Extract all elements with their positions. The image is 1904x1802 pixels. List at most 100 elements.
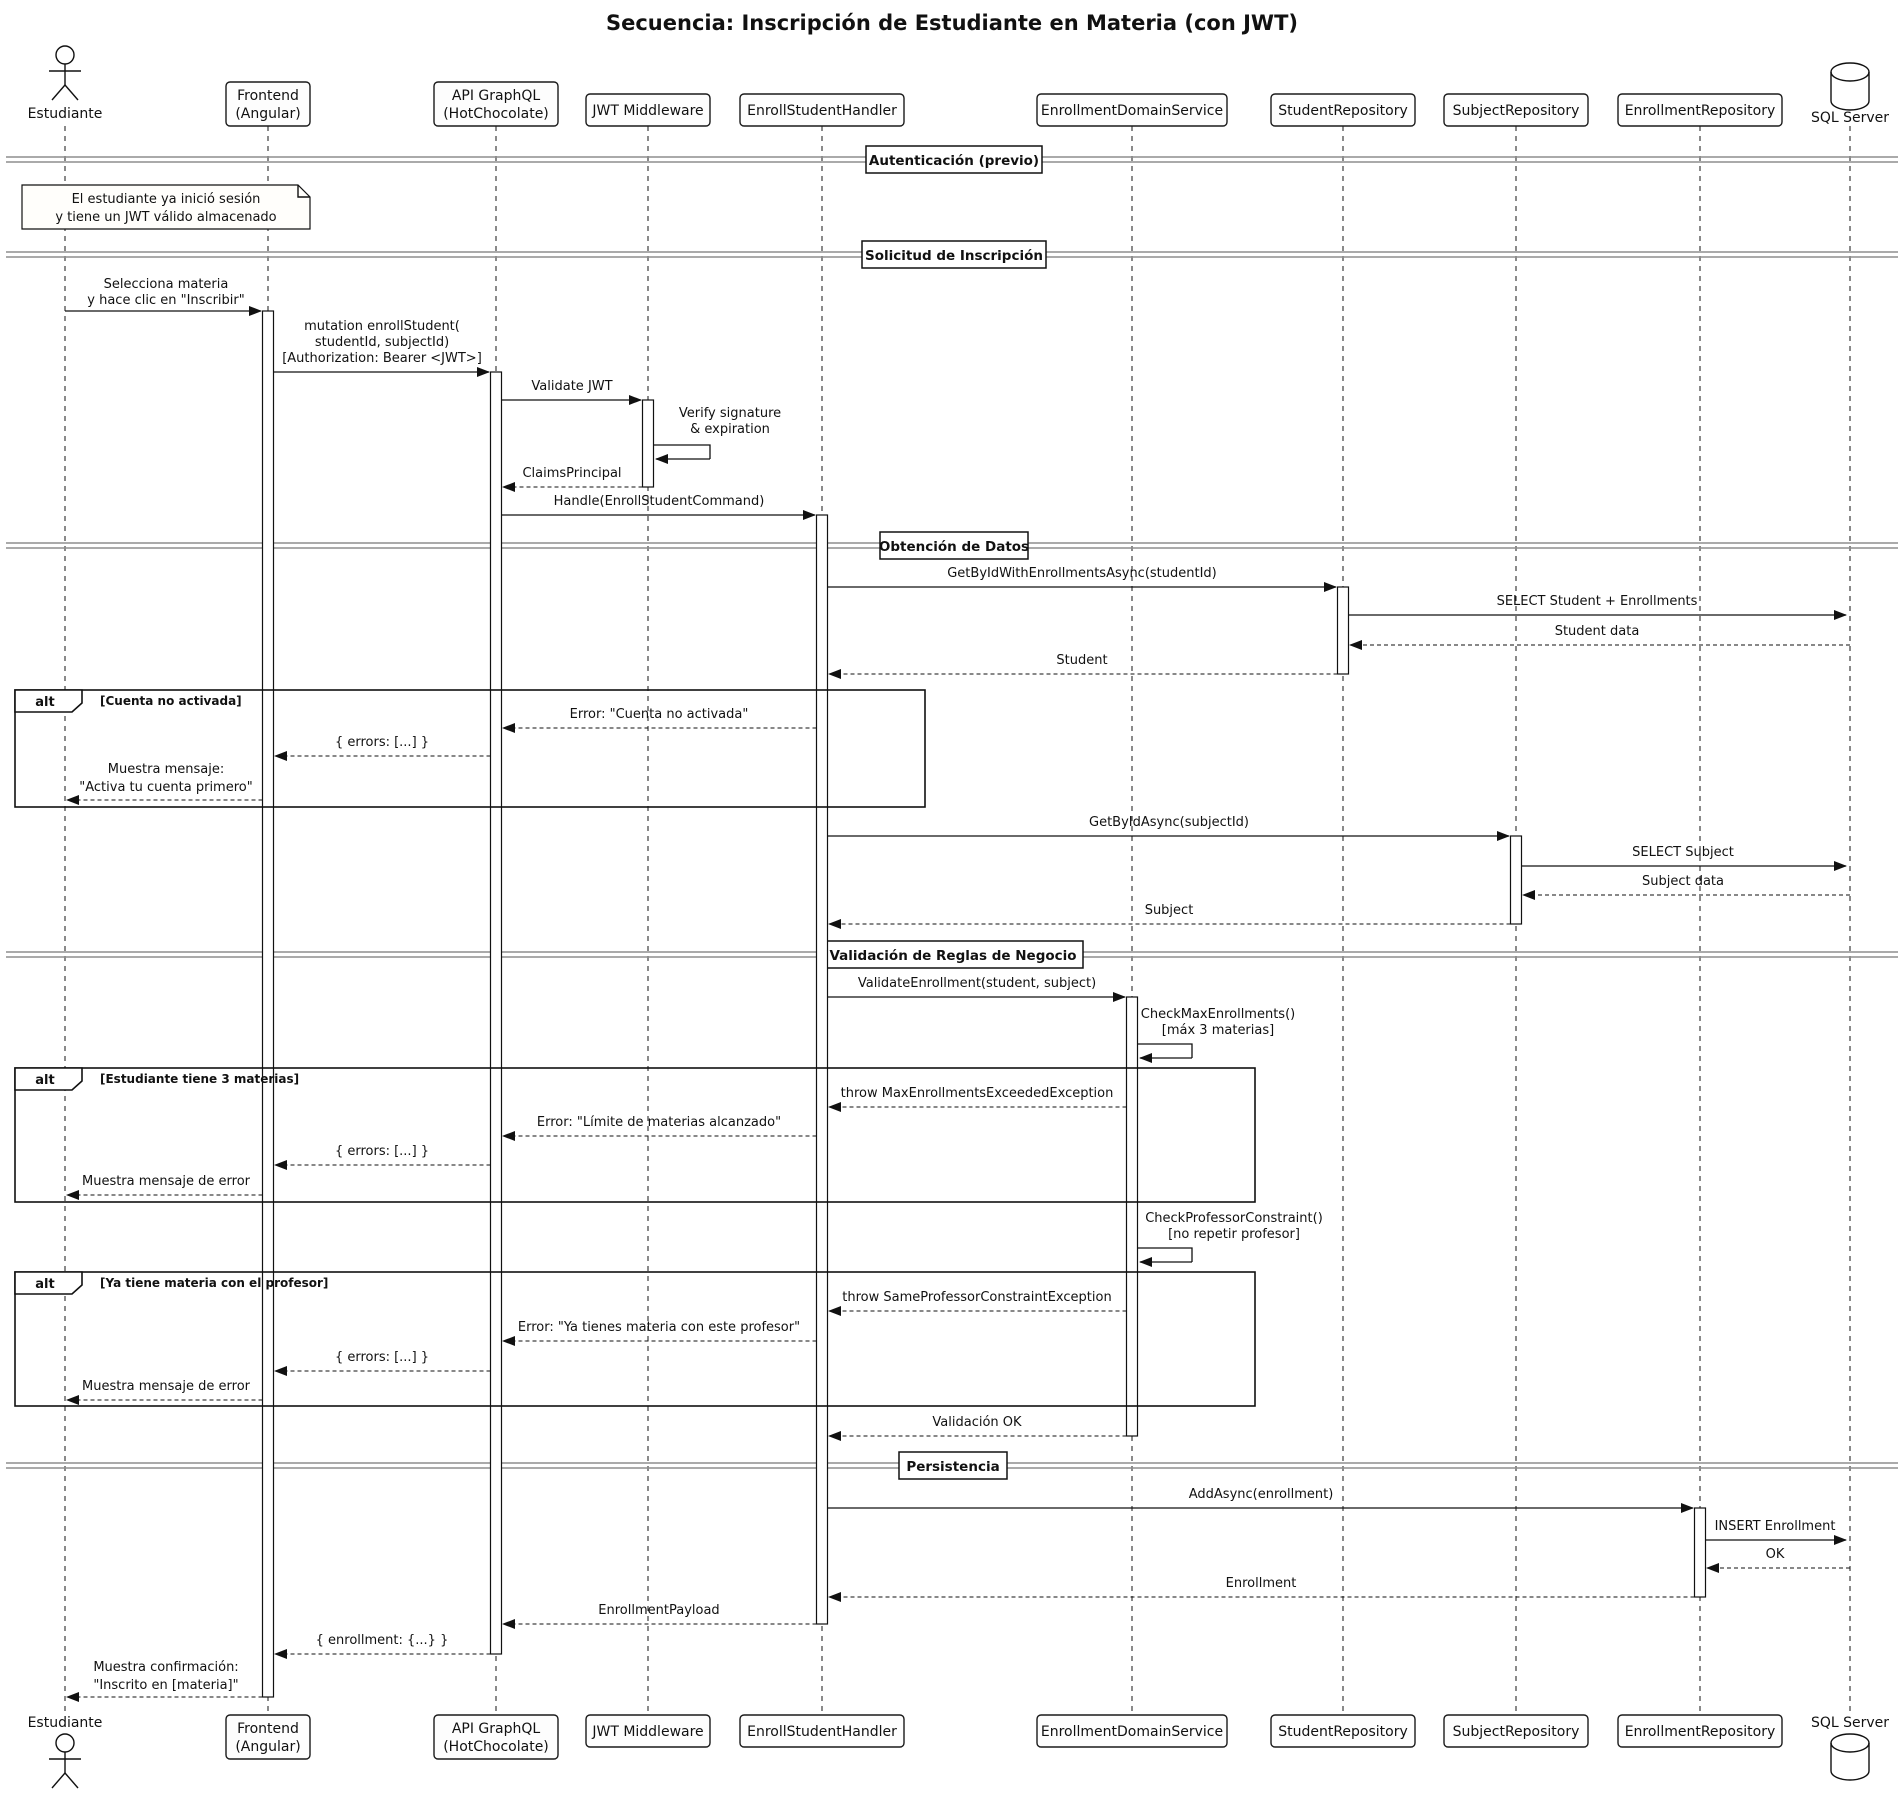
msg-checkprofessor-self: CheckProfessorConstraint() [no repetir p… [1137,1211,1323,1267]
svg-text:CheckProfessorConstraint(): CheckProfessorConstraint() [1145,1211,1323,1226]
svg-text:{ errors: [...] }: { errors: [...] } [335,735,429,750]
alt-fragment-cuenta-no-activada: alt [Cuenta no activada] [14,689,926,808]
svg-text:EnrollmentRepository: EnrollmentRepository [1625,103,1776,119]
alt-fragment-tres-materias: alt [Estudiante tiene 3 materias] [14,1067,1256,1203]
svg-text:GetByIdAsync(subjectId): GetByIdAsync(subjectId) [1089,815,1249,830]
svg-text:[no repetir profesor]: [no repetir profesor] [1168,1227,1300,1242]
participant-studentrepository-bottom: StudentRepository [1270,1714,1416,1748]
svg-text:EnrollmentRepository: EnrollmentRepository [1625,1724,1776,1740]
svg-text:Subject: Subject [1145,903,1194,918]
participant-sqlserver-top: SQL Server [1811,62,1889,126]
alt-condition: [Ya tiene materia con el profesor] [100,1276,328,1290]
svg-text:EnrollStudentHandler: EnrollStudentHandler [747,1724,897,1740]
divider-label: Solicitud de Inscripción [865,248,1043,264]
svg-text:GetByIdWithEnrollmentsAsync(st: GetByIdWithEnrollmentsAsync(studentId) [947,566,1217,581]
divider-label: Autenticación (previo) [869,153,1039,169]
svg-text:CheckMaxEnrollments(): CheckMaxEnrollments() [1141,1007,1295,1022]
actor-icon [49,1733,81,1789]
svg-text:y hace clic en "Inscribir": y hace clic en "Inscribir" [87,293,244,308]
msg-errors-array-3: { errors: [...] } [274,1350,491,1376]
svg-text:Subject data: Subject data [1642,874,1724,889]
svg-text:Error: "Límite de materias alc: Error: "Límite de materias alcanzado" [537,1115,781,1130]
participant-studentrepository-top: StudentRepository [1270,93,1416,127]
msg-errors-array-1: { errors: [...] } [274,735,491,761]
alt-condition: [Estudiante tiene 3 materias] [100,1072,299,1086]
divider-obtencion: Obtención de Datos [6,531,1898,560]
svg-text:(HotChocolate): (HotChocolate) [443,106,549,122]
msg-validate-jwt: Validate JWT [501,379,642,405]
svg-text:Validate JWT: Validate JWT [531,379,612,394]
msg-addasync: AddAsync(enrollment) [827,1487,1694,1513]
svg-text:Error: "Ya tienes materia con: Error: "Ya tienes materia con este profe… [518,1320,800,1335]
msg-subject-data: Subject data [1522,874,1850,900]
svg-text:SubjectRepository: SubjectRepository [1453,103,1580,119]
svg-text:Muestra mensaje de error: Muestra mensaje de error [82,1379,251,1394]
msg-enrollment-return: Enrollment [828,1576,1695,1602]
database-icon [1830,62,1870,111]
alt-operator: alt [35,1073,54,1088]
participant-frontend-top: Frontend (Angular) [225,81,311,127]
svg-text:(HotChocolate): (HotChocolate) [443,1739,549,1755]
msg-student-data: Student data [1349,624,1850,650]
svg-text:SELECT Student + Enrollments: SELECT Student + Enrollments [1497,594,1698,609]
svg-text:mutation enrollStudent(: mutation enrollStudent( [304,319,460,334]
svg-text:ClaimsPrincipal: ClaimsPrincipal [522,466,621,481]
svg-text:AddAsync(enrollment): AddAsync(enrollment) [1189,1487,1334,1502]
divider-solicitud: Solicitud de Inscripción [6,240,1898,269]
svg-text:Frontend: Frontend [237,1721,299,1737]
svg-text:Student data: Student data [1555,624,1640,639]
svg-text:Enrollment: Enrollment [1226,1576,1297,1591]
svg-text:throw SameProfessorConstraintE: throw SameProfessorConstraintException [842,1290,1111,1305]
svg-text:SELECT Subject: SELECT Subject [1632,845,1734,860]
msg-student-return: Student [828,653,1338,679]
svg-text:"Activa tu cuenta primero": "Activa tu cuenta primero" [79,780,252,795]
svg-text:JWT Middleware: JWT Middleware [591,1724,703,1740]
svg-text:API GraphQL: API GraphQL [452,1721,541,1737]
note-line: El estudiante ya inició sesión [72,192,261,207]
participant-enrollstudenthandler-top: EnrollStudentHandler [739,93,905,127]
svg-text:EnrollStudentHandler: EnrollStudentHandler [747,103,897,119]
msg-insert-enrollment: INSERT Enrollment [1705,1519,1847,1545]
divider-persistencia: Persistencia [6,1451,1898,1480]
msg-throw-maxenrollments: throw MaxEnrollmentsExceededException [828,1086,1127,1112]
participant-enrollstudenthandler-bottom: EnrollStudentHandler [739,1714,905,1748]
divider-label: Persistencia [906,1459,999,1475]
msg-error-limite-materias: Error: "Límite de materias alcanzado" [502,1115,817,1141]
svg-text:EnrollmentDomainService: EnrollmentDomainService [1041,103,1223,119]
svg-text:StudentRepository: StudentRepository [1278,103,1408,119]
svg-text:Frontend: Frontend [237,88,299,104]
svg-text:(Angular): (Angular) [235,106,300,122]
msg-selecciona-materia: Selecciona materia y hace clic en "Inscr… [65,277,262,316]
msg-throw-sameprofessor: throw SameProfessorConstraintException [828,1290,1127,1316]
svg-text:{ errors: [...] }: { errors: [...] } [335,1144,429,1159]
participant-jwt-middleware-bottom: JWT Middleware [585,1714,711,1748]
participant-enrollmentdomainservice-top: EnrollmentDomainService [1036,93,1228,127]
alt-operator: alt [35,695,54,710]
divider-validacion: Validación de Reglas de Negocio [6,940,1898,969]
svg-text:INSERT Enrollment: INSERT Enrollment [1715,1519,1836,1534]
svg-text:SQL Server: SQL Server [1811,110,1889,126]
msg-error-profesor: Error: "Ya tienes materia con este profe… [502,1320,817,1346]
participant-sqlserver-bottom: SQL Server [1811,1715,1889,1781]
actor-icon [49,45,81,101]
participant-api-graphql-bottom: API GraphQL (HotChocolate) [433,1714,559,1760]
participant-estudiante-bottom: Estudiante [28,1715,102,1789]
svg-text:Selecciona materia: Selecciona materia [104,277,229,292]
svg-text:SQL Server: SQL Server [1811,1715,1889,1731]
msg-enrollment-json: { enrollment: {...} } [274,1633,491,1659]
svg-text:{ errors: [...] }: { errors: [...] } [335,1350,429,1365]
activation-bars [261,310,1707,1698]
svg-text:[máx 3 materias]: [máx 3 materias] [1162,1023,1274,1038]
svg-text:Muestra confirmación:: Muestra confirmación: [93,1660,238,1675]
msg-enrollmentpayload: EnrollmentPayload [502,1603,817,1629]
alt-operator: alt [35,1277,54,1292]
svg-text:Muestra mensaje de error: Muestra mensaje de error [82,1174,251,1189]
svg-text:Verify signature: Verify signature [679,406,781,421]
svg-text:SubjectRepository: SubjectRepository [1453,1724,1580,1740]
msg-error-cuenta-no-activada: Error: "Cuenta no activada" [502,707,817,733]
note-line: y tiene un JWT válido almacenado [55,210,276,225]
participant-subjectrepository-top: SubjectRepository [1443,93,1589,127]
msg-mutation-enrollstudent: mutation enrollStudent( studentId, subje… [273,319,490,377]
svg-text:EnrollmentPayload: EnrollmentPayload [598,1603,719,1618]
